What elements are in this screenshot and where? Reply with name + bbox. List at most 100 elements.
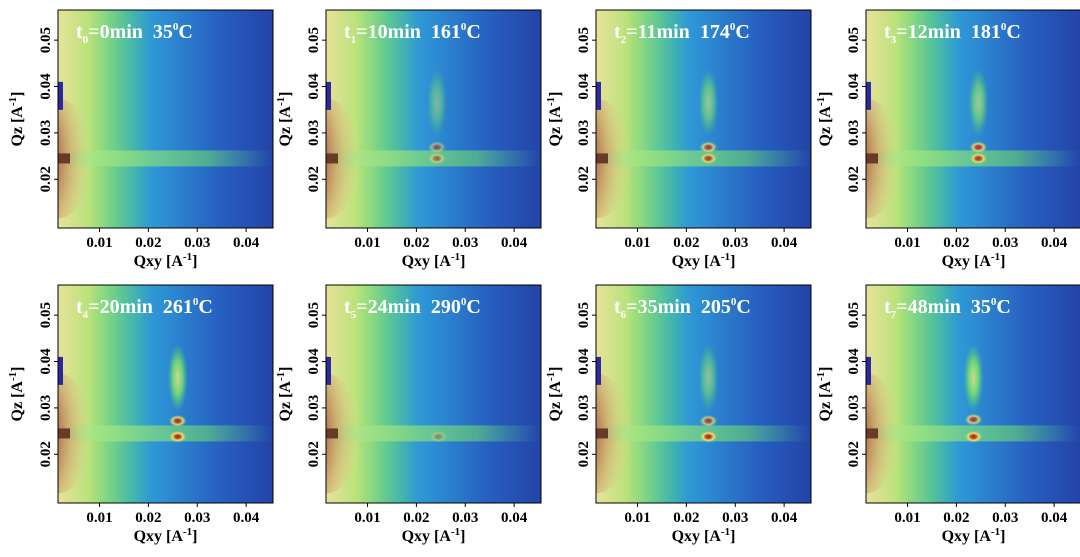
x-axis-label-sup: -1	[183, 251, 192, 263]
y-tick-label: 0.05	[306, 27, 322, 53]
y-tick-label: 0.04	[306, 73, 322, 100]
title-t: t	[76, 21, 83, 43]
y-tick-label: 0.04	[576, 73, 592, 100]
x-tick-label: 0.02	[135, 510, 161, 526]
feature-rod-0	[698, 343, 719, 412]
y-tick-label: 0.04	[846, 73, 862, 100]
y-tick-label: 0.04	[306, 348, 322, 375]
x-tick-label: 0.04	[233, 235, 260, 251]
x-axis-label: Qxy [A-1]	[942, 526, 1006, 545]
title-t: t	[884, 296, 891, 318]
title-temp: 35	[971, 296, 991, 318]
y-axis-label-main: Qz [A	[9, 381, 26, 422]
edge-marker	[58, 81, 63, 110]
y-axis-label: Qz [A-1]	[545, 367, 564, 422]
edge-marker	[866, 81, 871, 110]
y-axis-label: Qz [A-1]	[545, 92, 564, 147]
beam-stop	[596, 428, 608, 439]
title-temp-unit: C	[996, 296, 1010, 318]
beam-stop	[326, 428, 338, 439]
x-axis-label-main: Qxy [A	[134, 528, 184, 545]
title-t: t	[344, 296, 351, 318]
x-tick-label: 0.01	[624, 235, 650, 251]
title-t: t	[614, 296, 621, 318]
x-tick-label: 0.01	[894, 510, 920, 526]
x-axis-label-main: Qxy [A	[134, 253, 184, 270]
y-axis-label-sup: -1	[545, 372, 557, 381]
y-tick-label: 0.04	[576, 348, 592, 375]
heatmap-plot	[58, 10, 273, 228]
x-axis-label-end: ]	[1000, 528, 1005, 545]
y-axis-label-main: Qz [A	[9, 106, 26, 147]
x-tick-label: 0.02	[403, 510, 429, 526]
y-axis-label-end: ]	[547, 367, 564, 372]
y-tick-label: 0.05	[846, 27, 862, 53]
beam-center	[596, 373, 630, 494]
feature-rod-0	[167, 343, 188, 412]
title-temp-sup: 0	[730, 21, 736, 33]
y-tick-label: 0.03	[306, 395, 322, 421]
title-temp-sup: 0	[991, 296, 997, 308]
heatmap-plot	[866, 10, 1080, 228]
title-temp-sup: 0	[461, 296, 467, 308]
x-tick-label: 0.01	[894, 235, 920, 251]
y-axis-label: Qz [A-1]	[275, 367, 294, 422]
title-time-sub: 4	[83, 309, 89, 321]
title-temp-unit: C	[735, 21, 749, 43]
title-temp-sup: 0	[731, 296, 737, 308]
y-axis-label-end: ]	[277, 92, 294, 97]
y-tick-label: 0.02	[306, 166, 322, 192]
edge-marker	[596, 81, 601, 110]
feature-spot-1	[168, 414, 187, 427]
y-tick-label: 0.05	[846, 302, 862, 328]
y-axis-label-main: Qz [A	[547, 106, 564, 147]
y-tick-label: 0.02	[38, 166, 54, 192]
plot-frame	[595, 284, 812, 504]
title-temp: 290	[431, 296, 461, 318]
x-axis-label: Qxy [A-1]	[134, 526, 198, 545]
title-temp-unit: C	[466, 296, 480, 318]
heatmap-plot	[326, 10, 541, 228]
y-tick-label: 0.05	[576, 27, 592, 53]
x-axis-label-sup: -1	[991, 526, 1000, 538]
x-axis-label-end: ]	[460, 253, 465, 270]
feature-spot-2	[168, 430, 187, 443]
y-tick-label: 0.04	[846, 348, 862, 375]
feature-rod-0	[698, 68, 719, 137]
y-axis-label-end: ]	[9, 367, 26, 372]
y-tick-label: 0.02	[846, 441, 862, 467]
x-tick-label: 0.03	[992, 510, 1018, 526]
y-tick-label: 0.04	[38, 348, 54, 375]
x-tick-label: 0.03	[184, 510, 210, 526]
y-axis-label-end: ]	[817, 367, 834, 372]
x-tick-label: 0.02	[943, 235, 969, 251]
x-tick-label: 0.02	[943, 510, 969, 526]
title-time-sub: 6	[621, 309, 627, 321]
feature-rod-0	[968, 68, 989, 137]
heatmap-plot	[866, 285, 1080, 503]
x-axis-label-sup: -1	[721, 526, 730, 538]
beam-center	[326, 98, 360, 219]
title-temp-unit: C	[1006, 21, 1020, 43]
title-time: =0min	[88, 21, 143, 43]
title-time: =24min	[356, 296, 421, 318]
title-temp-sup: 0	[461, 21, 467, 33]
feature-spot-2	[964, 430, 983, 443]
title-temp: 181	[971, 21, 1001, 43]
y-axis-label-end: ]	[9, 92, 26, 97]
title-temp-sup: 0	[193, 296, 199, 308]
title-temp: 35	[153, 21, 173, 43]
x-tick-label: 0.02	[135, 235, 161, 251]
y-axis-label: Qz [A-1]	[815, 92, 834, 147]
feature-spot-2	[699, 430, 718, 443]
yoneda-streak	[58, 425, 273, 442]
plot-frame	[57, 284, 274, 504]
plot-frame	[57, 9, 274, 229]
x-axis-label-main: Qxy [A	[402, 528, 452, 545]
x-axis-label: Qxy [A-1]	[672, 251, 736, 270]
beam-stop	[866, 153, 878, 164]
